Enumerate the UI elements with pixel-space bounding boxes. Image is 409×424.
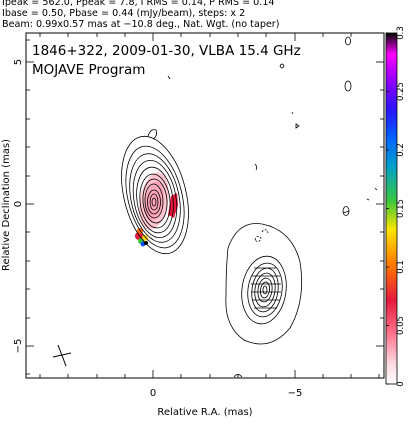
x-tick-label: −5 xyxy=(288,388,303,399)
jet-contours xyxy=(225,223,302,345)
base-line: Ibase = 0.50, Pbase = 0.44 (mJy/beam), s… xyxy=(2,8,246,19)
core-contours xyxy=(121,129,189,255)
y-tick-label: 5 xyxy=(13,59,24,65)
source-title: 1846+322, 2009-01-30, VLBA 15.4 GHz xyxy=(32,43,301,59)
polarization-red-band xyxy=(168,193,178,218)
y-axis-title: Relative Declination (mas) xyxy=(1,139,12,271)
noise-contours xyxy=(150,36,378,378)
stats-line: Ipeak = 562.0, Ppeak = 7.8, I RMS = 0.14… xyxy=(2,0,275,8)
colorbar-ticks xyxy=(386,32,389,385)
colorbar-tick-label: 0.25 xyxy=(396,82,406,101)
x-tick-label: 0 xyxy=(150,388,156,399)
x-axis-title: Relative R.A. (mas) xyxy=(157,407,252,418)
colorbar-tick-label: 0.05 xyxy=(396,316,406,335)
program-title: MOJAVE Program xyxy=(32,62,145,78)
y-tick-label: 0 xyxy=(13,201,24,207)
axis-ticks xyxy=(26,33,384,378)
beam-line: Beam: 0.99x0.57 mas at −10.8 deg., Nat. … xyxy=(2,19,280,30)
colorbar-tick-label: 0.15 xyxy=(396,199,406,218)
colorbar-tick-label: 0.3 xyxy=(396,26,406,40)
colorbar-tick-label: 0.2 xyxy=(396,143,406,157)
y-tick-label: −5 xyxy=(13,339,24,354)
beam-marker xyxy=(52,344,72,367)
colorbar-tick-label: 0 xyxy=(396,381,406,386)
plot-frame xyxy=(25,32,385,379)
colorbar-tick-label: 0.1 xyxy=(396,260,406,274)
